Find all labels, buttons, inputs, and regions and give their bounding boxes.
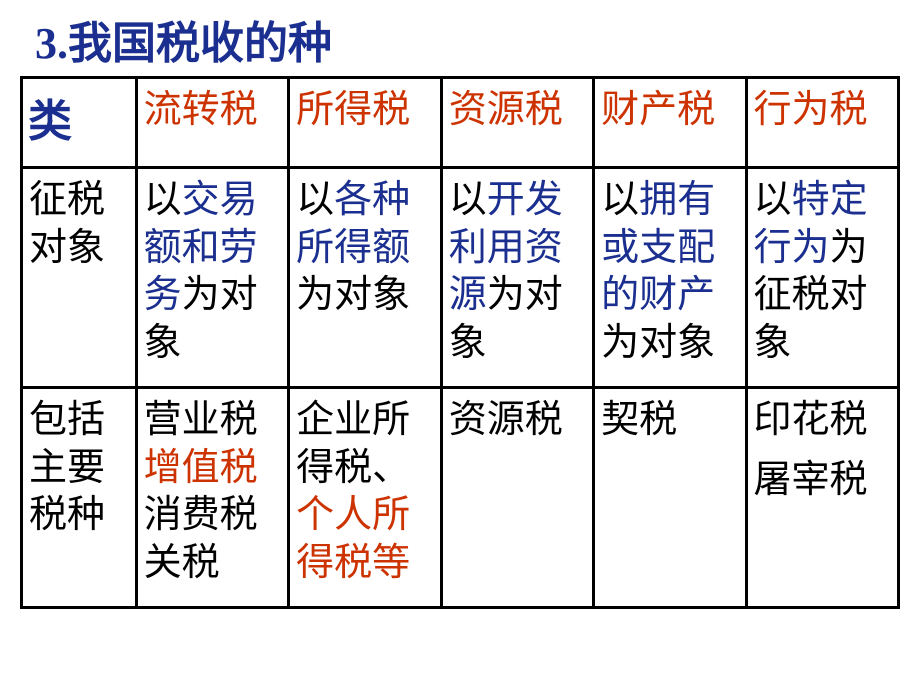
- header-behavior-tax: 行为税: [746, 78, 898, 168]
- text-segment: 营业税: [144, 399, 258, 441]
- text-segment: 印花税: [754, 397, 891, 445]
- cell-income-target: 以各种所得额为对象: [289, 168, 442, 388]
- text-segment: 企业所得税、: [296, 399, 410, 489]
- text-segment: 以: [144, 179, 182, 221]
- cell-income-types: 企业所得税、个人所得税等: [289, 388, 442, 608]
- table-row-types: 包括主要税种 营业税增值税消费税关税 企业所得税、个人所得税等 资源税 契税 印…: [22, 388, 899, 608]
- table-row-target: 征税对象 以交易额和劳务为对象 以各种所得额为对象 以开发利用资源为对象 以拥有…: [22, 168, 899, 388]
- cell-resource-types: 资源税: [441, 388, 593, 608]
- cell-behavior-target: 以特定行为为征税对象: [746, 168, 898, 388]
- text-segment: 屠宰税: [754, 457, 891, 505]
- cell-behavior-types: 印花税 屠宰税: [746, 388, 898, 608]
- table-header-row: 流转税 所得税 资源税 财产税 行为税: [22, 78, 899, 168]
- page-title-line2: 类: [28, 85, 72, 149]
- tax-categories-table: 流转税 所得税 资源税 财产税 行为税 征税对象 以交易额和劳务为对象 以各种所…: [20, 76, 900, 609]
- row-label-target: 征税对象: [22, 168, 137, 388]
- text-segment: 以: [601, 179, 639, 221]
- text-segment: 为对象: [296, 274, 410, 316]
- cell-turnover-target: 以交易额和劳务为对象: [136, 168, 288, 388]
- row-label-types: 包括主要税种: [22, 388, 137, 608]
- text-segment: 以: [296, 179, 334, 221]
- cell-resource-target: 以开发利用资源为对象: [441, 168, 593, 388]
- text-segment: 个人所得税等: [296, 494, 410, 584]
- header-turnover-tax: 流转税: [136, 78, 288, 168]
- header-property-tax: 财产税: [594, 78, 746, 168]
- text-segment: 以: [449, 179, 487, 221]
- cell-property-target: 以拥有或支配的财产为对象: [594, 168, 746, 388]
- text-segment: 为对象: [601, 322, 715, 364]
- header-income-tax: 所得税: [289, 78, 442, 168]
- text-segment: 增值税: [144, 447, 258, 489]
- text-segment: 以: [754, 179, 792, 221]
- cell-turnover-types: 营业税增值税消费税关税: [136, 388, 288, 608]
- text-segment: 消费税关税: [144, 494, 258, 584]
- header-resource-tax: 资源税: [441, 78, 593, 168]
- page-title-line1: 3.我国税收的种: [35, 18, 332, 71]
- cell-property-types: 契税: [594, 388, 746, 608]
